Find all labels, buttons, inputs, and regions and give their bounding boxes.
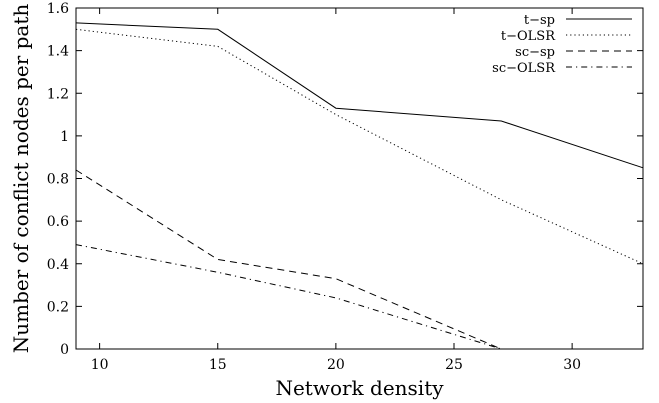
y-tick-label: 0.8: [47, 172, 69, 188]
plot-marks: [75, 22, 644, 350]
plot-frame: [75, 7, 644, 350]
series-line-2: [75, 28, 644, 265]
legend-label-1: t−sp: [524, 13, 555, 28]
y-tick-label: 0.2: [47, 299, 69, 315]
x-tick-label: 10: [91, 357, 109, 373]
legend-label-2: t−OLSR: [501, 29, 556, 44]
series-line-4: [75, 244, 643, 350]
legend-label-3: sc−sp: [515, 45, 555, 60]
y-tick-label: 1.6: [47, 1, 69, 17]
x-tick-label: 20: [327, 357, 345, 373]
x-axis-label: Network density: [275, 376, 444, 400]
legend-label-4: sc−OLSR: [492, 61, 556, 76]
series-line-3: [75, 169, 643, 350]
y-tick-label: 1.4: [47, 44, 69, 60]
y-tick-label: 1: [60, 129, 69, 145]
y-tick-label: 0: [60, 342, 69, 358]
y-axis: 0 0.2 0.4 0.6 0.8 1 1.2 1.4 1.6: [47, 1, 643, 358]
x-tick-label: 15: [209, 357, 227, 373]
y-axis-label: Number of conflict nodes per path: [9, 4, 33, 354]
y-tick-label: 0.4: [47, 257, 69, 273]
x-tick-label: 30: [563, 357, 581, 373]
y-tick-label: 1.2: [47, 86, 69, 102]
x-tick-label: 25: [445, 357, 463, 373]
y-tick-label: 0.6: [47, 214, 69, 230]
series-line-1: [75, 22, 644, 169]
x-axis: 10 15 20 25 30: [91, 8, 581, 373]
